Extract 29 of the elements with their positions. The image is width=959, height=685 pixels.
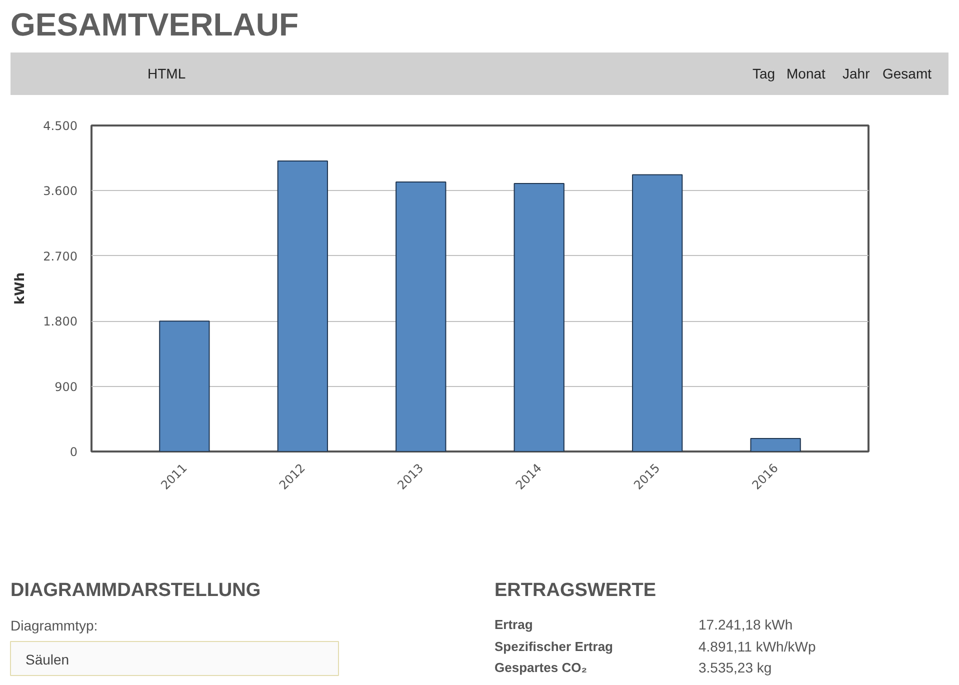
text: Jahr [842, 66, 870, 82]
y-tick-label: 2.700 [43, 249, 78, 264]
bar [632, 174, 683, 452]
chart-title: GESAMTVERLAUF [10, 6, 298, 42]
y-tick-label: 1.800 [43, 314, 78, 329]
text: Diagrammtyp: [10, 618, 98, 634]
text: 3.535,23 kg [698, 660, 772, 676]
text: Spezifischer Ertrag [494, 639, 614, 654]
y-axis-title: kWh [13, 272, 28, 305]
y-tick-label: 4.500 [43, 119, 78, 133]
text: Tag [752, 66, 776, 82]
text: Säulen [26, 652, 70, 668]
text: DIAGRAMMDARSTELLUNG [10, 580, 261, 601]
bar [277, 160, 328, 452]
text: Gespartes CO₂ [494, 660, 588, 675]
text: 17.241,18 kWh [698, 616, 793, 632]
y-tick-label: 0 [70, 445, 78, 459]
bar [750, 438, 801, 452]
y-tick-label: 900 [54, 380, 78, 394]
text: Gesamt [882, 66, 932, 82]
text: 4.891,11 kWh/kWp [698, 638, 816, 654]
text: ERTRAGSWERTE [494, 580, 656, 601]
text: Ertrag [494, 617, 533, 632]
text: Monat [786, 66, 826, 82]
bar [514, 182, 564, 452]
bar [396, 182, 446, 452]
text: HTML [148, 66, 186, 82]
y-tick-label: 3.600 [43, 184, 78, 198]
bar [159, 320, 210, 452]
